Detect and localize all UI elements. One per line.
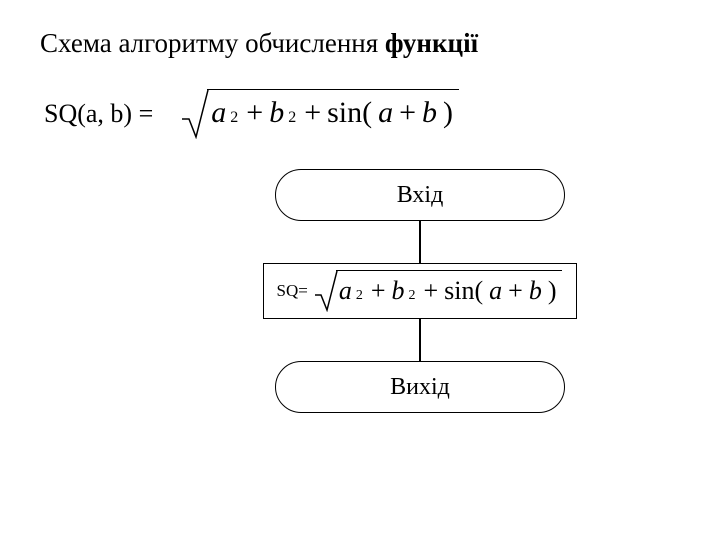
inner-b: b (529, 276, 542, 306)
op-plus-1: + (371, 276, 386, 306)
op-plus-2: + (423, 276, 438, 306)
equation-line: SQ(a, b) = a2 + b2 + sin( a + b ) (44, 89, 680, 139)
radicand-main: a2 + b2 + sin( a + b ) (207, 89, 459, 134)
radical-icon (314, 270, 338, 312)
radicand-process: a2 + b2 + sin( a + b ) (336, 270, 562, 309)
paren-close: ) (548, 276, 557, 306)
inner-a: a (489, 276, 502, 306)
connector-2 (419, 319, 421, 361)
process-block: SQ= a2 + b2 + sin( a + b ) (263, 263, 576, 319)
exp-1: 2 (356, 288, 363, 304)
end-terminator: Вихід (275, 361, 565, 413)
start-terminator: Вхід (275, 169, 565, 221)
connector-1 (419, 221, 421, 263)
fn-sin-open: sin( (444, 276, 483, 306)
exp-1: 2 (230, 109, 238, 127)
title-bold: функції (385, 28, 478, 58)
op-plus-1: + (246, 96, 263, 130)
sqrt-expression-process: a2 + b2 + sin( a + b ) (314, 270, 562, 312)
exp-2: 2 (408, 288, 415, 304)
op-plus-3: + (399, 96, 416, 130)
sqrt-expression-main: a2 + b2 + sin( a + b ) (181, 89, 459, 139)
op-plus-2: + (304, 96, 321, 130)
inner-a: a (378, 96, 393, 130)
radical-icon (181, 89, 209, 139)
equation-lhs: SQ(a, b) = (44, 99, 153, 129)
start-label: Вхід (397, 182, 444, 209)
var-b: b (391, 276, 404, 306)
paren-close: ) (443, 96, 453, 130)
flowchart: Вхід SQ= a2 + b2 + sin( a + b ) Вихід (140, 169, 700, 413)
var-a: a (339, 276, 352, 306)
title-prefix: Схема алгоритму обчислення (40, 28, 385, 58)
inner-b: b (422, 96, 437, 130)
page-title: Схема алгоритму обчислення функції (40, 28, 680, 59)
op-plus-3: + (508, 276, 523, 306)
var-b: b (269, 96, 284, 130)
fn-sin-open: sin( (327, 96, 372, 130)
end-label: Вихід (390, 374, 450, 401)
var-a: a (211, 96, 226, 130)
process-label: SQ= (276, 281, 307, 301)
exp-2: 2 (288, 109, 296, 127)
